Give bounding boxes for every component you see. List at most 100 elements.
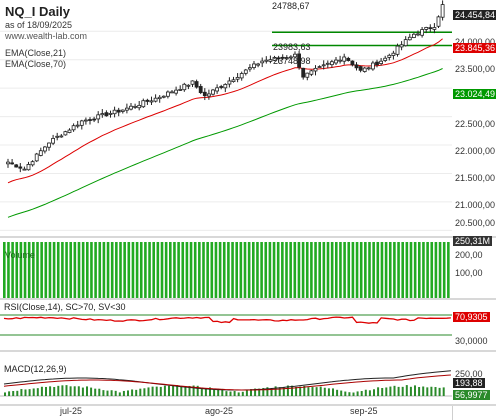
candle-body (362, 67, 367, 72)
candle-body (424, 27, 429, 30)
candle-body (71, 125, 76, 131)
macd-histogram-bar (401, 386, 404, 396)
volume-bar (256, 242, 259, 298)
candle-body (219, 86, 224, 88)
volume-bar (123, 242, 126, 298)
candle-body (178, 89, 183, 91)
volume-bar (156, 242, 160, 298)
pane-divider (0, 298, 496, 300)
candle-body (309, 70, 314, 75)
macd-histogram-bar (270, 387, 273, 396)
candle-body (190, 80, 195, 85)
volume-bar (343, 242, 346, 298)
macd-histogram-bar (311, 387, 314, 396)
candle-body (346, 57, 351, 61)
volume-bar (3, 242, 6, 298)
price-tick: 21.000,00 (455, 200, 496, 210)
peak-label: 24788,67 (272, 1, 310, 11)
candle-body (354, 64, 359, 69)
macd-histogram-bar (49, 386, 52, 396)
volume-bar (442, 242, 446, 298)
candle-body (51, 138, 55, 144)
candle-body (403, 39, 408, 47)
candle-body (161, 95, 166, 98)
candle-body (293, 53, 297, 58)
volume-bar (173, 242, 176, 298)
candle-body (407, 36, 412, 41)
ema70-line (7, 68, 443, 218)
candle-body (227, 80, 232, 85)
macd-histogram-bar (307, 387, 310, 396)
rsi-line (3, 316, 451, 324)
candle-body (379, 60, 384, 64)
candle-body (92, 118, 96, 121)
price-pane[interactable] (0, 0, 496, 236)
volume-bar (235, 242, 238, 298)
candle-body (67, 129, 72, 133)
macd-histogram-bar (53, 387, 56, 396)
rsi-chart (0, 314, 452, 336)
volume-bar (169, 242, 172, 298)
volume-bar (227, 242, 230, 298)
macd-histogram-bar (233, 391, 236, 396)
macd-histogram-bar (188, 385, 191, 396)
macd-histogram-bar (385, 387, 388, 396)
candle-body (18, 166, 23, 169)
price-tick: 23.500,00 (455, 64, 496, 74)
rsi-label: RSI(Close,14), SC>70, SV<30 (4, 302, 126, 312)
macd-pane[interactable] (0, 352, 496, 404)
ema21-tag: 23.845,36 (453, 43, 496, 53)
candle-body (313, 67, 318, 72)
volume-label: Volume (5, 250, 36, 260)
candle-body (239, 73, 244, 79)
macd-histogram-bar (225, 391, 228, 396)
candle-body (59, 135, 64, 138)
volume-bar (397, 242, 400, 298)
macd-signal-line (3, 374, 451, 391)
candle-body (231, 79, 236, 82)
candle-body (399, 44, 404, 48)
volume-tick: 100,00 (455, 268, 483, 278)
candle-body (22, 168, 27, 171)
volume-bar (98, 242, 102, 298)
volume-pane[interactable] (0, 238, 496, 298)
rsi-tag: 70,9305 (453, 312, 490, 322)
volume-bar (260, 242, 263, 298)
volume-bar (239, 242, 243, 298)
volume-bar (388, 242, 392, 298)
volume-bar (115, 242, 118, 298)
pane-divider (0, 350, 496, 352)
candle-body (325, 62, 330, 65)
price-chart (0, 0, 452, 231)
volume-bar (289, 242, 292, 298)
macd-histogram-bar (405, 385, 408, 396)
volume-bar (401, 242, 404, 298)
candle-body (120, 109, 125, 112)
macd-histogram-bar (323, 387, 326, 396)
volume-bar (252, 242, 255, 298)
volume-bar (102, 242, 106, 298)
volume-bar (40, 242, 43, 298)
candle-body (436, 16, 441, 27)
candle-body (370, 62, 375, 70)
candle-body (34, 153, 39, 162)
candle-body (252, 63, 256, 68)
volume-bar (48, 242, 52, 298)
volume-bar (52, 242, 56, 298)
candle-body (63, 131, 68, 136)
macd-histogram-bar (20, 389, 23, 396)
macd-histogram-bar (192, 385, 195, 396)
volume-bar (326, 242, 330, 298)
macd-histogram-bar (147, 387, 150, 396)
pane-divider (0, 236, 496, 238)
candle-body (14, 164, 19, 168)
macd-histogram-bar (86, 386, 88, 396)
volume-bar (335, 242, 338, 298)
price-tick: 22.500,00 (455, 119, 496, 129)
volume-bar (393, 242, 396, 298)
rsi-pane[interactable] (0, 300, 496, 350)
volume-bar (185, 242, 189, 298)
candle-body (170, 91, 174, 94)
volume-bar (434, 242, 438, 298)
macd-histogram-bar (118, 392, 121, 396)
